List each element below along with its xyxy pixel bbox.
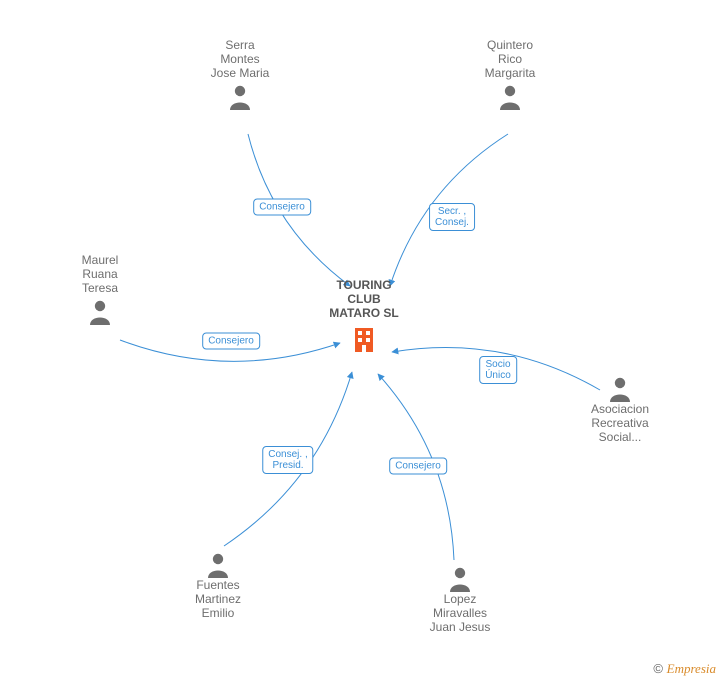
person-label: Quintero Rico Margarita xyxy=(460,38,560,80)
person-icon xyxy=(206,552,230,578)
edge-label-e-quintero: Secr. , Consej. xyxy=(429,203,475,231)
person-icon xyxy=(228,84,252,110)
edge-label-e-fuentes: Consej. , Presid. xyxy=(262,446,313,474)
copyright-symbol: © xyxy=(653,661,663,676)
person-node-quintero[interactable]: Quintero Rico Margarita xyxy=(460,38,560,110)
footer: © Empresia xyxy=(653,661,716,677)
person-node-serra[interactable]: Serra Montes Jose Maria xyxy=(190,38,290,110)
person-icon xyxy=(608,376,632,402)
person-label: Serra Montes Jose Maria xyxy=(190,38,290,80)
edge-label-e-serra: Consejero xyxy=(253,199,311,216)
person-icon xyxy=(448,566,472,592)
edge-label-e-lopez: Consejero xyxy=(389,458,447,475)
person-node-lopez[interactable]: Lopez Miravalles Juan Jesus xyxy=(410,562,510,634)
building-icon xyxy=(349,324,379,354)
person-label: Maurel Ruana Teresa xyxy=(50,253,150,295)
brand-name: Empresia xyxy=(667,661,716,676)
edge-label-e-asociacion: Socio Único xyxy=(479,356,517,384)
person-label: Lopez Miravalles Juan Jesus xyxy=(410,592,510,634)
diagram-canvas: TOURING CLUB MATARO SL Serra Montes Jose … xyxy=(0,0,728,685)
edge-label-e-maurel: Consejero xyxy=(202,333,260,350)
person-node-asociacion[interactable]: Asociacion Recreativa Social... xyxy=(570,372,670,444)
center-company-node[interactable]: TOURING CLUB MATARO SL xyxy=(304,278,424,354)
person-icon xyxy=(88,299,112,325)
person-node-fuentes[interactable]: Fuentes Martinez Emilio xyxy=(168,548,268,620)
person-node-maurel[interactable]: Maurel Ruana Teresa xyxy=(50,253,150,325)
person-icon xyxy=(498,84,522,110)
center-company-label: TOURING CLUB MATARO SL xyxy=(304,278,424,320)
person-label: Asociacion Recreativa Social... xyxy=(570,402,670,444)
person-label: Fuentes Martinez Emilio xyxy=(168,578,268,620)
